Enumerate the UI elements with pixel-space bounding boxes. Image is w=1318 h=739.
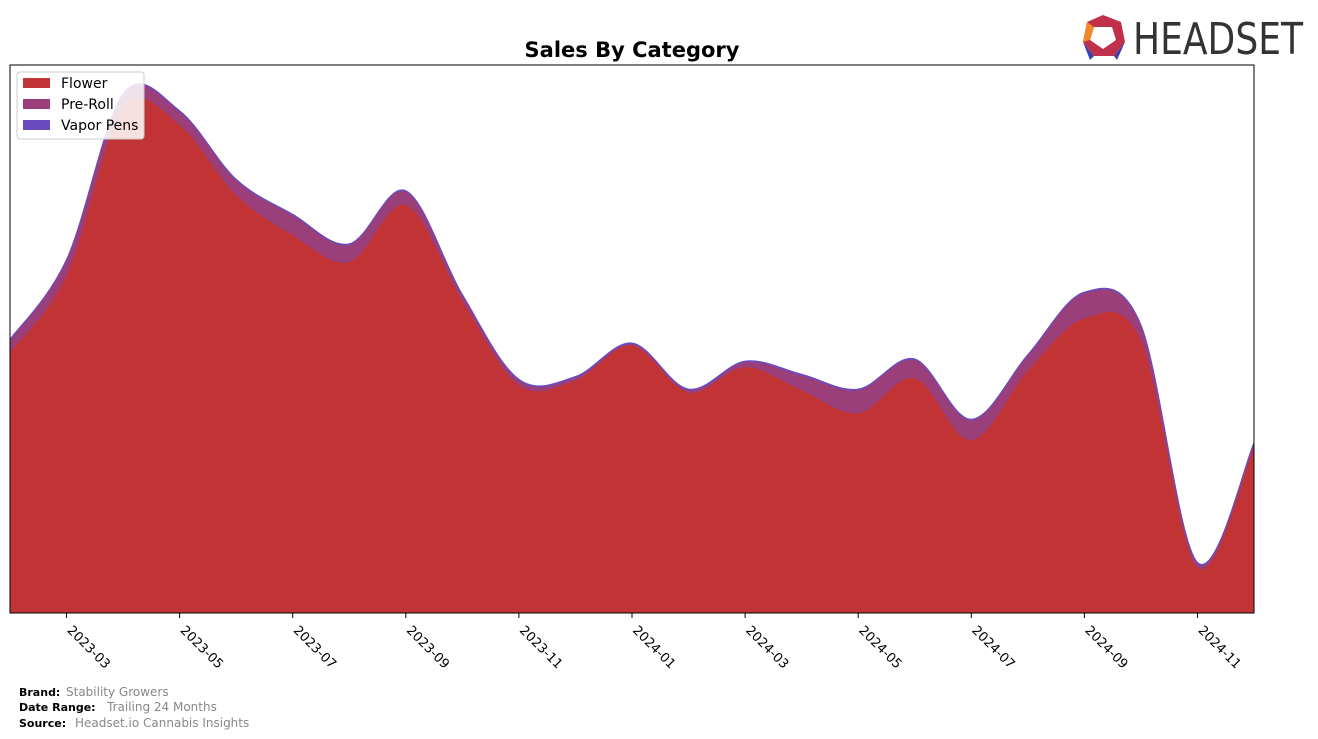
legend-label: Pre-Roll: [61, 97, 114, 113]
logo: HEADSET: [1083, 14, 1304, 65]
legend-swatch: [23, 99, 50, 109]
footer-value: Headset.io Cannabis Insights: [75, 716, 249, 730]
x-tick-label: 2024-11: [1195, 623, 1244, 672]
footer-key: Source:: [19, 717, 66, 730]
chart-title: Sales By Category: [525, 38, 740, 62]
area: [9, 97, 1255, 614]
legend-swatch: [23, 78, 50, 88]
x-tick-label: 2024-03: [742, 623, 791, 672]
x-tick-label: 2024-05: [855, 623, 904, 672]
x-tick-label: 2023-03: [64, 623, 113, 672]
logo-mark-facet: [1114, 42, 1125, 60]
x-tick-label: 2024-07: [968, 623, 1017, 672]
logo-mark-facet: [1083, 42, 1094, 60]
footer-value: Stability Growers: [66, 685, 169, 699]
legend-label: Vapor Pens: [61, 118, 138, 134]
footer-key: Date Range:: [19, 701, 96, 714]
legend-label: Flower: [61, 76, 108, 92]
footer-value: Trailing 24 Months: [106, 700, 217, 714]
x-tick-label: 2023-09: [403, 623, 452, 672]
plot-area: [9, 83, 1255, 614]
logo-mark-inner: [1090, 27, 1116, 49]
x-tick-label: 2023-11: [516, 623, 565, 672]
legend: Flower Pre-Roll Vapor Pens: [16, 71, 145, 140]
legend-swatch: [23, 120, 50, 130]
logo-mark-facet: [1083, 22, 1094, 42]
x-tick-label: 2024-09: [1082, 623, 1131, 672]
x-tick-label: 2023-07: [290, 623, 339, 672]
footer: Brand: Stability Growers Date Range: Tra…: [19, 685, 249, 730]
logo-text: HEADSET: [1133, 14, 1304, 65]
footer-key: Brand:: [19, 686, 60, 699]
x-tick-label: 2023-05: [177, 623, 226, 672]
x-tick-label: 2024-01: [629, 623, 678, 672]
